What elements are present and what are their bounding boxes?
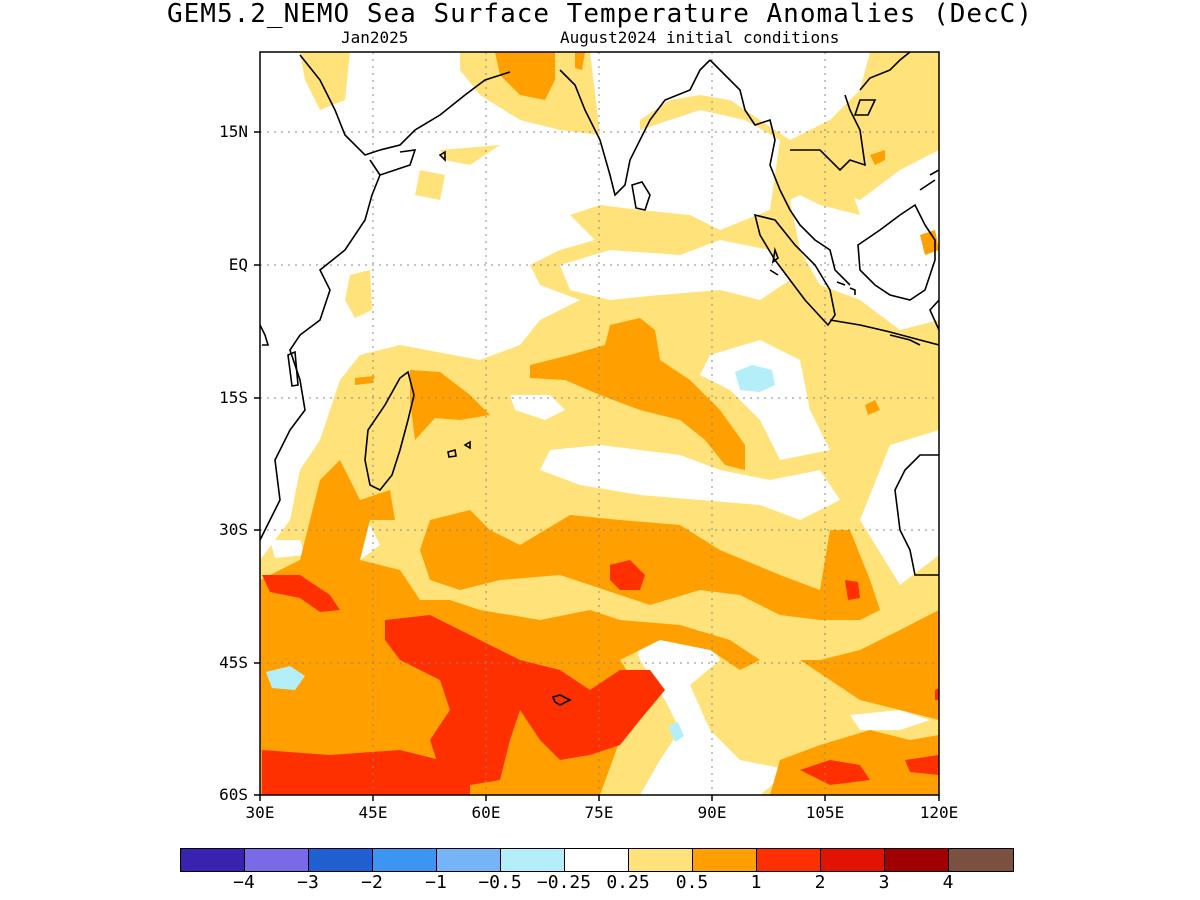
colorbar-label: 4 — [942, 872, 954, 893]
colorbar-label: 2 — [814, 872, 826, 893]
colorbar-swatch — [565, 849, 629, 871]
colorbar-swatch — [885, 849, 949, 871]
map-title: GEM5.2_NEMO Sea Surface Temperature Anom… — [167, 0, 1033, 29]
anomaly-fields — [260, 52, 939, 795]
colorbar-label: −0.25 — [536, 872, 592, 893]
colorbar-label: 1 — [750, 872, 762, 893]
colorbar-swatch — [245, 849, 309, 871]
colorbar-label: −0.5 — [478, 872, 522, 893]
lon-label-60e: 60E — [471, 803, 501, 822]
lon-label-30e: 30E — [245, 803, 275, 822]
lat-label-30s: 30S — [219, 520, 248, 539]
forecast-month: Jan2025 — [341, 28, 409, 47]
lat-label-15n: 15N — [219, 122, 248, 141]
lat-label-15s: 15S — [219, 388, 248, 407]
colorbar-swatch — [437, 849, 501, 871]
lon-label-75e: 75E — [584, 803, 614, 822]
lat-label-45s: 45S — [219, 653, 248, 672]
anomaly-band-1-2 — [262, 560, 939, 795]
lon-label-120e: 120E — [919, 803, 959, 822]
colorbar-label: 0.25 — [606, 872, 650, 893]
colorbar-swatch — [181, 849, 245, 871]
lat-label-eq: EQ — [228, 255, 248, 274]
colorbar-swatch — [693, 849, 757, 871]
colorbar-swatch — [501, 849, 565, 871]
colorbar-label: −3 — [297, 872, 319, 893]
initial-conditions: August2024 initial conditions — [560, 28, 840, 47]
axis-ticks — [254, 131, 940, 801]
lon-label-105e: 105E — [805, 803, 845, 822]
anomaly-band-neg-0.25 — [266, 365, 775, 742]
colorbar-label: −1 — [425, 872, 447, 893]
lon-label-45e: 45E — [358, 803, 388, 822]
colorbar-label: 0.5 — [675, 872, 709, 893]
colorbar-swatch — [309, 849, 373, 871]
colorbar-swatch — [629, 849, 693, 871]
coastlines — [260, 52, 939, 706]
colorbar-label: −2 — [361, 872, 383, 893]
lon-label-90e: 90E — [697, 803, 727, 822]
colorbar-label: 3 — [878, 872, 890, 893]
colorbar-label: −4 — [233, 872, 255, 893]
colorbar-swatch — [373, 849, 437, 871]
colorbar-swatch — [757, 849, 821, 871]
colorbar-swatch — [949, 849, 1013, 871]
colorbar — [180, 848, 1014, 872]
colorbar-swatch — [821, 849, 885, 871]
lat-label-60s: 60S — [219, 785, 248, 804]
